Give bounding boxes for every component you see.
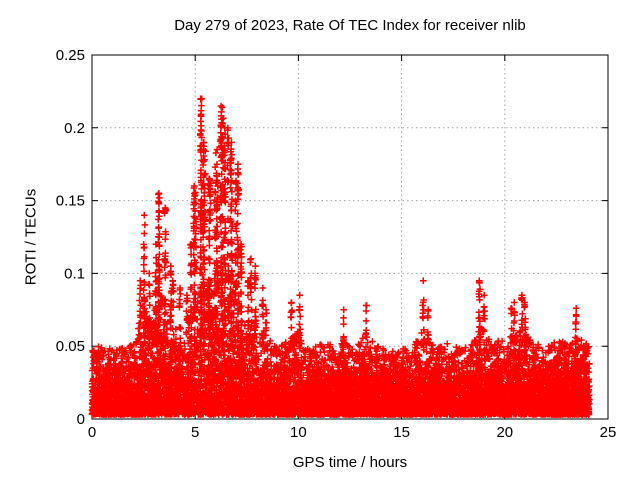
- y-tick-label: 0.05: [56, 338, 85, 355]
- y-tick-label: 0.1: [64, 265, 85, 282]
- x-tick-label: 0: [88, 424, 96, 441]
- y-axis-label: ROTI / TECUs: [22, 188, 40, 286]
- y-tick-label: 0.2: [64, 120, 85, 137]
- x-tick-label: 20: [496, 424, 513, 441]
- x-axis-label: GPS time / hours: [292, 454, 408, 471]
- x-tick-label: 15: [393, 424, 410, 441]
- y-tick-label: 0.15: [56, 193, 85, 210]
- x-tick-label: 5: [191, 424, 199, 441]
- scatter-points: [88, 95, 593, 418]
- y-tick-label: 0: [77, 411, 85, 428]
- x-tick-label: 25: [600, 424, 617, 441]
- y-tick-label: 0.25: [56, 47, 85, 64]
- x-tick-label: 10: [290, 424, 307, 441]
- chart-title: Day 279 of 2023, Rate Of TEC Index for r…: [174, 17, 526, 34]
- plot-border: [91, 54, 609, 420]
